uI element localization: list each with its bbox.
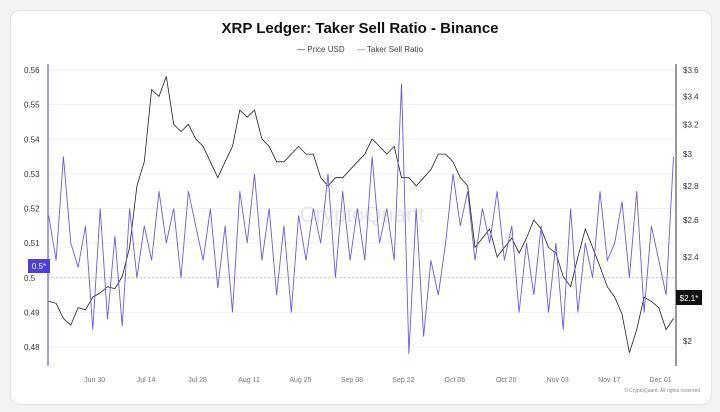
left-tick-label: 0.54	[24, 135, 40, 144]
right-last-value-badge	[676, 290, 702, 305]
x-tick-label: Nov 17	[598, 377, 620, 384]
right-tick-label: $2.6	[683, 216, 699, 225]
series-line-taker-sell-ratio	[48, 83, 674, 354]
chart-card	[10, 10, 712, 405]
left-tick-label: 0.55	[24, 101, 40, 110]
legend-item-price[interactable]: — Price USD	[297, 45, 345, 54]
x-tick-label: Dec 01	[650, 377, 672, 384]
left-last-value-badge	[28, 259, 50, 273]
x-tick-label: Oct 06	[445, 377, 466, 384]
right-tick-label: $2	[683, 337, 692, 346]
right-tick-label: $2.8	[683, 182, 699, 191]
x-tick-label: Jun 30	[84, 377, 105, 384]
left-last-value: 0.5*	[32, 262, 46, 271]
chart-title: XRP Ledger: Taker Sell Ratio - Binance	[221, 20, 499, 37]
left-tick-label: 0.56	[24, 66, 40, 75]
legend-item-ratio[interactable]: — Taker Sell Ratio	[356, 45, 423, 54]
watermark: CryptoQuant	[300, 202, 425, 227]
left-tick-label: 0.5	[24, 274, 36, 283]
x-tick-label: Nov 03	[547, 377, 569, 384]
legend: — Price USD — Taker Sell Ratio	[0, 45, 720, 54]
left-tick-label: 0.51	[24, 239, 40, 248]
series-line-price-usd	[48, 76, 674, 353]
x-tick-label: Aug 25	[289, 377, 311, 384]
left-tick-label: 0.53	[24, 170, 40, 179]
x-tick-label: Jul 28	[188, 377, 207, 384]
right-tick-label: $3	[683, 150, 692, 159]
x-tick-label: Sep 08	[341, 377, 363, 384]
right-tick-label: $2.4	[683, 253, 699, 262]
x-tick-label: Aug 11	[238, 377, 260, 384]
left-tick-label: 0.48	[24, 343, 40, 352]
right-tick-label: $3.4	[683, 92, 699, 101]
x-tick-label: Oct 20	[496, 377, 517, 384]
x-tick-label: Jul 14	[137, 377, 156, 384]
x-tick-label: Sep 22	[392, 377, 414, 384]
right-tick-label: $3.6	[683, 66, 699, 75]
right-tick-label: $3.2	[683, 120, 699, 129]
right-last-value: $2.1*	[680, 294, 699, 303]
left-tick-label: 0.52	[24, 205, 40, 214]
copyright: © CryptoQuant. All rights reserved	[624, 388, 700, 394]
left-tick-label: 0.49	[24, 308, 40, 317]
